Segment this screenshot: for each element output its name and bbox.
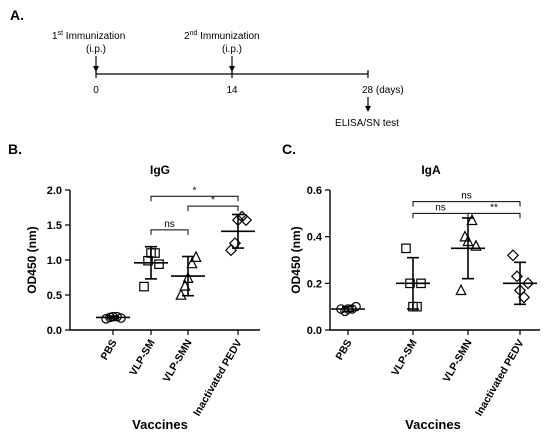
x-tick-label: VLP-SMN	[441, 338, 475, 385]
significance-label: *	[211, 195, 215, 206]
data-point-diamond	[239, 214, 253, 227]
y-tick-label: 0.0	[307, 325, 322, 337]
data-point-diamond	[510, 270, 524, 283]
significance-label: *	[193, 185, 197, 196]
data-point-circle	[116, 313, 126, 323]
chart-iga: C. IgA 0.0 0.2 0.4 0.6 OD450 (nm) PBS VLP-SM VLP-…	[282, 141, 540, 432]
y-tick-label: 0.4	[307, 232, 323, 244]
end-event-label: ELISA/SN test	[335, 118, 399, 129]
data-point-square	[143, 255, 153, 266]
data-point-triangle	[175, 288, 187, 300]
data-point-triangle	[462, 234, 474, 247]
significance-bracket	[150, 195, 239, 202]
event-2-name: 2nd Immunization	[184, 30, 260, 42]
event-2-arrow-icon	[229, 66, 235, 72]
data-point-triangle	[455, 283, 467, 296]
y-tick-label: 0.0	[47, 325, 62, 337]
x-axis-label: Vaccines	[132, 417, 188, 432]
data-point-diamond	[506, 249, 520, 262]
data-point-square	[139, 281, 149, 292]
x-tick-label: PBS	[98, 338, 119, 363]
timeline-label-0: 0	[93, 85, 99, 96]
event-1-name: 1st Immunization	[52, 30, 125, 42]
data-point-triangle	[186, 256, 198, 269]
data-point-circle	[340, 306, 350, 317]
panel-label: B.	[8, 141, 22, 157]
data-point-square	[150, 248, 160, 258]
data-point-diamond	[228, 237, 242, 250]
data-point-triangle	[470, 239, 482, 251]
significance-label: ns	[435, 202, 446, 213]
data-point-square	[154, 259, 164, 269]
x-tick-label: VLP-SM	[127, 337, 157, 378]
data-point-triangle	[182, 271, 194, 283]
chart-title: IgA	[421, 163, 441, 177]
significance-bracket	[412, 212, 469, 219]
significance-bracket	[187, 205, 239, 212]
data-point-diamond	[224, 244, 238, 257]
event-2-route: (i.p.)	[222, 44, 242, 55]
y-tick-label: 1.0	[47, 255, 62, 267]
data-point-square	[405, 278, 415, 289]
data-point-diamond	[517, 291, 531, 304]
y-tick-label: 0.2	[307, 278, 322, 290]
event-1-route: (i.p.)	[86, 44, 106, 55]
y-tick-label: 0.5	[47, 290, 62, 302]
data-point-circle	[351, 301, 361, 312]
data-point-square	[401, 243, 411, 254]
x-tick-label: Inactivated PEDV	[191, 338, 245, 419]
data-point-diamond	[521, 277, 535, 290]
x-tick-label: PBS	[333, 338, 354, 363]
chart-title: IgG	[150, 163, 170, 177]
data-point-triangle	[190, 250, 202, 262]
end-arrow-icon	[365, 106, 371, 112]
timeline-label-28: 28 (days)	[362, 85, 404, 96]
significance-label: ns	[461, 191, 472, 202]
data-point-square	[412, 301, 422, 312]
data-point-triangle	[179, 279, 191, 291]
x-tick-label: Inactivated PEDV	[473, 338, 527, 419]
significance-bracket	[412, 201, 521, 207]
data-point-square	[416, 278, 426, 289]
timeline-panel: A. 1st Immunization (i.p.) 2nd Immunizat…	[10, 7, 404, 129]
x-tick-label: VLP-SMN	[161, 338, 195, 385]
significance-label: **	[490, 202, 498, 213]
data-point-diamond	[231, 214, 245, 227]
x-axis-label: Vaccines	[405, 417, 461, 432]
y-axis-label: OD450 (nm)	[289, 226, 303, 293]
panel-label: C.	[282, 141, 296, 157]
y-tick-label: 2.0	[47, 185, 62, 197]
significance-label: ns	[164, 219, 175, 230]
data-point-triangle	[466, 213, 478, 226]
y-tick-label: 0.6	[307, 185, 322, 197]
y-axis-label: OD450 (nm)	[25, 226, 39, 293]
timeline-label-14: 14	[226, 85, 238, 96]
x-tick-label: VLP-SM	[389, 337, 419, 378]
significance-bracket	[467, 212, 521, 219]
significance-bracket	[150, 229, 189, 235]
data-point-circle	[101, 313, 111, 324]
data-point-circle	[112, 311, 122, 322]
panel-label-a: A.	[10, 7, 24, 23]
y-tick-label: 1.5	[47, 220, 62, 232]
event-1-arrow-icon	[93, 66, 99, 72]
